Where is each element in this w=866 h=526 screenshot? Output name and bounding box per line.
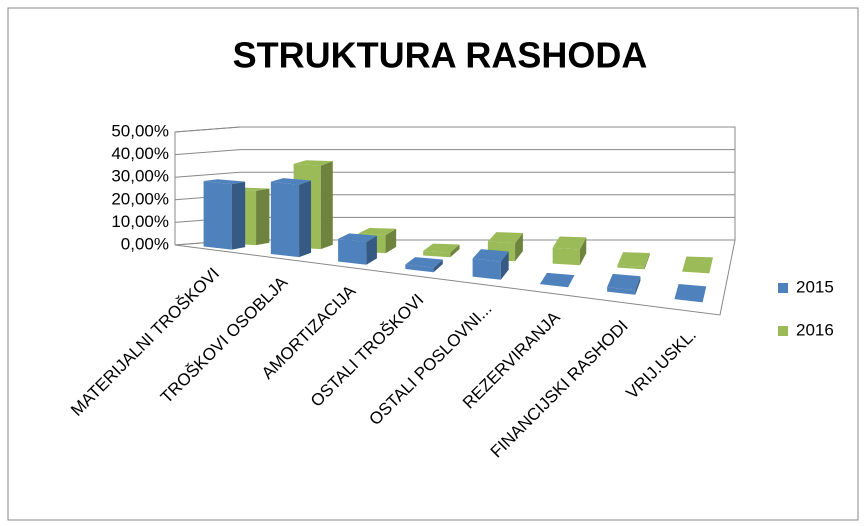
bar (423, 243, 460, 258)
bar-front (423, 251, 451, 258)
bar (338, 233, 377, 265)
legend-swatch (778, 283, 788, 293)
bar (607, 273, 641, 295)
bar-top (487, 232, 523, 244)
y-tick-label: 50,00% (111, 121, 169, 140)
bar-side (320, 161, 333, 250)
bar-side (500, 251, 509, 280)
y-tick-label: 10,00% (111, 212, 169, 231)
bar-top (270, 178, 312, 185)
bar (674, 284, 707, 303)
bar-top (472, 249, 509, 262)
bar-front (552, 247, 580, 266)
bar-front (617, 265, 645, 270)
bar (472, 249, 509, 280)
bar-top (539, 272, 575, 288)
legend-swatch (778, 326, 788, 336)
bar-side (385, 228, 397, 254)
y-tick-label: 40,00% (111, 144, 169, 163)
bar-side (299, 180, 312, 258)
bar-top (423, 243, 460, 253)
grid-line (174, 149, 735, 156)
bar-side (366, 235, 377, 265)
bar-side (450, 244, 460, 258)
y-tick-label: 30,00% (111, 167, 169, 186)
bar (539, 272, 575, 288)
bar-top (405, 257, 443, 268)
bar-top (293, 160, 333, 166)
bar-top (617, 252, 650, 268)
bar-top (607, 273, 641, 291)
legend-label: 2016 (796, 320, 834, 339)
bar-side (579, 237, 587, 266)
y-tick-label: 0,00% (121, 234, 169, 253)
bar-side (256, 188, 270, 246)
y-tick-label: 20,00% (111, 189, 169, 208)
bar-front (607, 287, 636, 295)
bar (552, 236, 587, 266)
bar-top (682, 256, 714, 274)
bar-front (472, 258, 501, 280)
bar-side (515, 233, 523, 262)
bar (405, 257, 443, 273)
bar-top (358, 227, 397, 236)
bar-side (635, 276, 641, 295)
bar-top (338, 233, 377, 243)
bar-front (338, 238, 367, 265)
grid-line (174, 171, 735, 178)
bar (203, 179, 246, 250)
bar-front (405, 264, 434, 273)
bar-top (552, 236, 587, 250)
bar-side (644, 253, 650, 270)
bar (682, 256, 714, 274)
bar-side (433, 259, 443, 273)
legend-label: 2015 (796, 277, 834, 296)
bar-top (203, 179, 246, 185)
chart-title: STRUKTURA RASHODA (233, 35, 648, 76)
bar-front (270, 181, 300, 258)
bar-side (231, 181, 246, 250)
grid-line (174, 126, 735, 133)
bar-front (203, 180, 232, 250)
bar (270, 178, 312, 258)
bar (617, 252, 650, 270)
bar-top (674, 284, 707, 303)
